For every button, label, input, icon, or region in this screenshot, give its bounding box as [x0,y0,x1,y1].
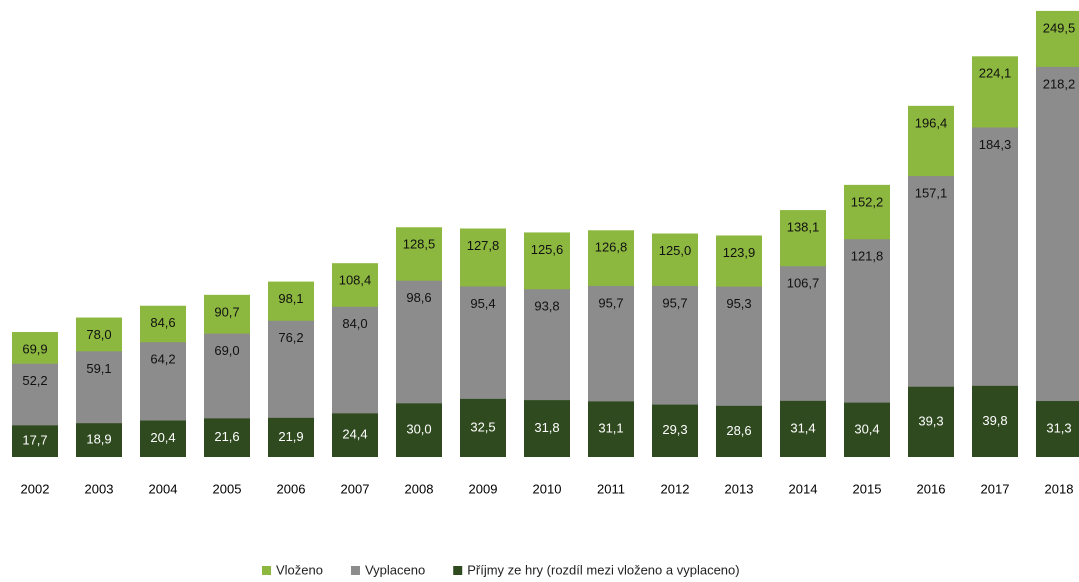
value-label: 95,7 [662,295,687,310]
bar [204,418,250,457]
value-label: 84,6 [150,315,175,330]
value-label: 249,5 [1043,20,1076,35]
value-label: 69,0 [214,343,239,358]
x-tick-label: 2006 [277,481,306,496]
value-label: 98,1 [278,291,303,306]
value-label: 24,4 [342,427,367,442]
x-tick-label: 2010 [533,481,562,496]
value-label: 127,8 [467,238,500,253]
bar [1036,66,1079,457]
bar [972,385,1018,457]
value-label: 218,2 [1043,76,1076,91]
value-label: 78,0 [86,327,111,342]
value-label: 95,3 [726,296,751,311]
legend-swatch [262,566,271,575]
value-label: 39,8 [982,413,1007,428]
value-label: 121,8 [851,249,884,264]
x-tick-label: 2003 [85,481,114,496]
value-label: 30,4 [854,421,879,436]
bar [716,405,762,457]
value-label: 20,4 [150,430,175,445]
value-label: 125,6 [531,242,564,257]
bar [652,404,698,457]
x-tick-label: 2013 [725,481,754,496]
bar [1036,401,1079,457]
bar [332,413,378,457]
bar [268,417,314,457]
x-tick-label: 2004 [149,481,178,496]
x-tick-label: 2012 [661,481,690,496]
x-tick-label: 2011 [597,481,625,496]
x-tick-label: 2002 [21,481,50,496]
value-label: 76,2 [278,330,303,345]
x-tick-label: 2008 [405,481,434,496]
value-label: 21,9 [278,429,303,444]
value-label: 152,2 [851,194,884,209]
x-tick-label: 2016 [917,481,946,496]
value-label: 18,9 [86,432,111,447]
x-tick-label: 2017 [981,481,1010,496]
bar [524,400,570,457]
value-label: 32,5 [470,419,495,434]
value-label: 108,4 [339,273,372,288]
value-label: 138,1 [787,220,820,235]
value-label: 157,1 [915,186,948,201]
value-label: 69,9 [22,341,47,356]
value-label: 95,4 [470,296,495,311]
x-tick-label: 2018 [1045,481,1074,496]
value-label: 184,3 [979,137,1012,152]
value-label: 84,0 [342,316,367,331]
value-label: 95,7 [598,295,623,310]
bar [908,386,954,457]
legend-label: Vloženo [276,562,323,577]
value-label: 64,2 [150,352,175,367]
bar [588,401,634,457]
value-label: 39,3 [918,413,943,428]
x-tick-label: 2014 [789,481,818,496]
bar [140,420,186,457]
legend-swatch [453,566,463,575]
x-tick-label: 2007 [341,481,370,496]
value-label: 30,0 [406,422,431,437]
value-label: 31,4 [790,420,815,435]
bar [460,398,506,457]
bar [844,402,890,457]
bar [12,425,58,457]
value-label: 17,7 [22,433,47,448]
value-label: 59,1 [86,361,111,376]
legend-label: Příjmy ze hry (rozdíl mezi vloženo a vyp… [467,562,739,577]
value-label: 31,3 [1046,420,1071,435]
value-label: 93,8 [534,299,559,314]
value-label: 196,4 [915,115,948,130]
legend-label: Vyplaceno [365,562,425,577]
value-label: 126,8 [595,240,628,255]
value-label: 106,7 [787,276,820,291]
value-label: 224,1 [979,66,1012,81]
value-label: 90,7 [214,304,239,319]
value-label: 125,0 [659,243,692,258]
x-tick-label: 2009 [469,481,498,496]
x-tick-label: 2015 [853,481,882,496]
legend-swatch [350,566,360,575]
value-label: 21,6 [214,429,239,444]
value-label: 123,9 [723,245,756,260]
value-label: 128,5 [403,237,436,252]
value-label: 98,6 [406,290,431,305]
value-label: 31,8 [534,420,559,435]
value-label: 29,3 [662,422,687,437]
bar [76,423,122,457]
value-label: 31,1 [598,421,623,436]
value-label: 52,2 [22,373,47,388]
value-label: 28,6 [726,423,751,438]
bar [396,403,442,457]
bar [780,400,826,457]
x-tick-label: 2005 [213,481,242,496]
